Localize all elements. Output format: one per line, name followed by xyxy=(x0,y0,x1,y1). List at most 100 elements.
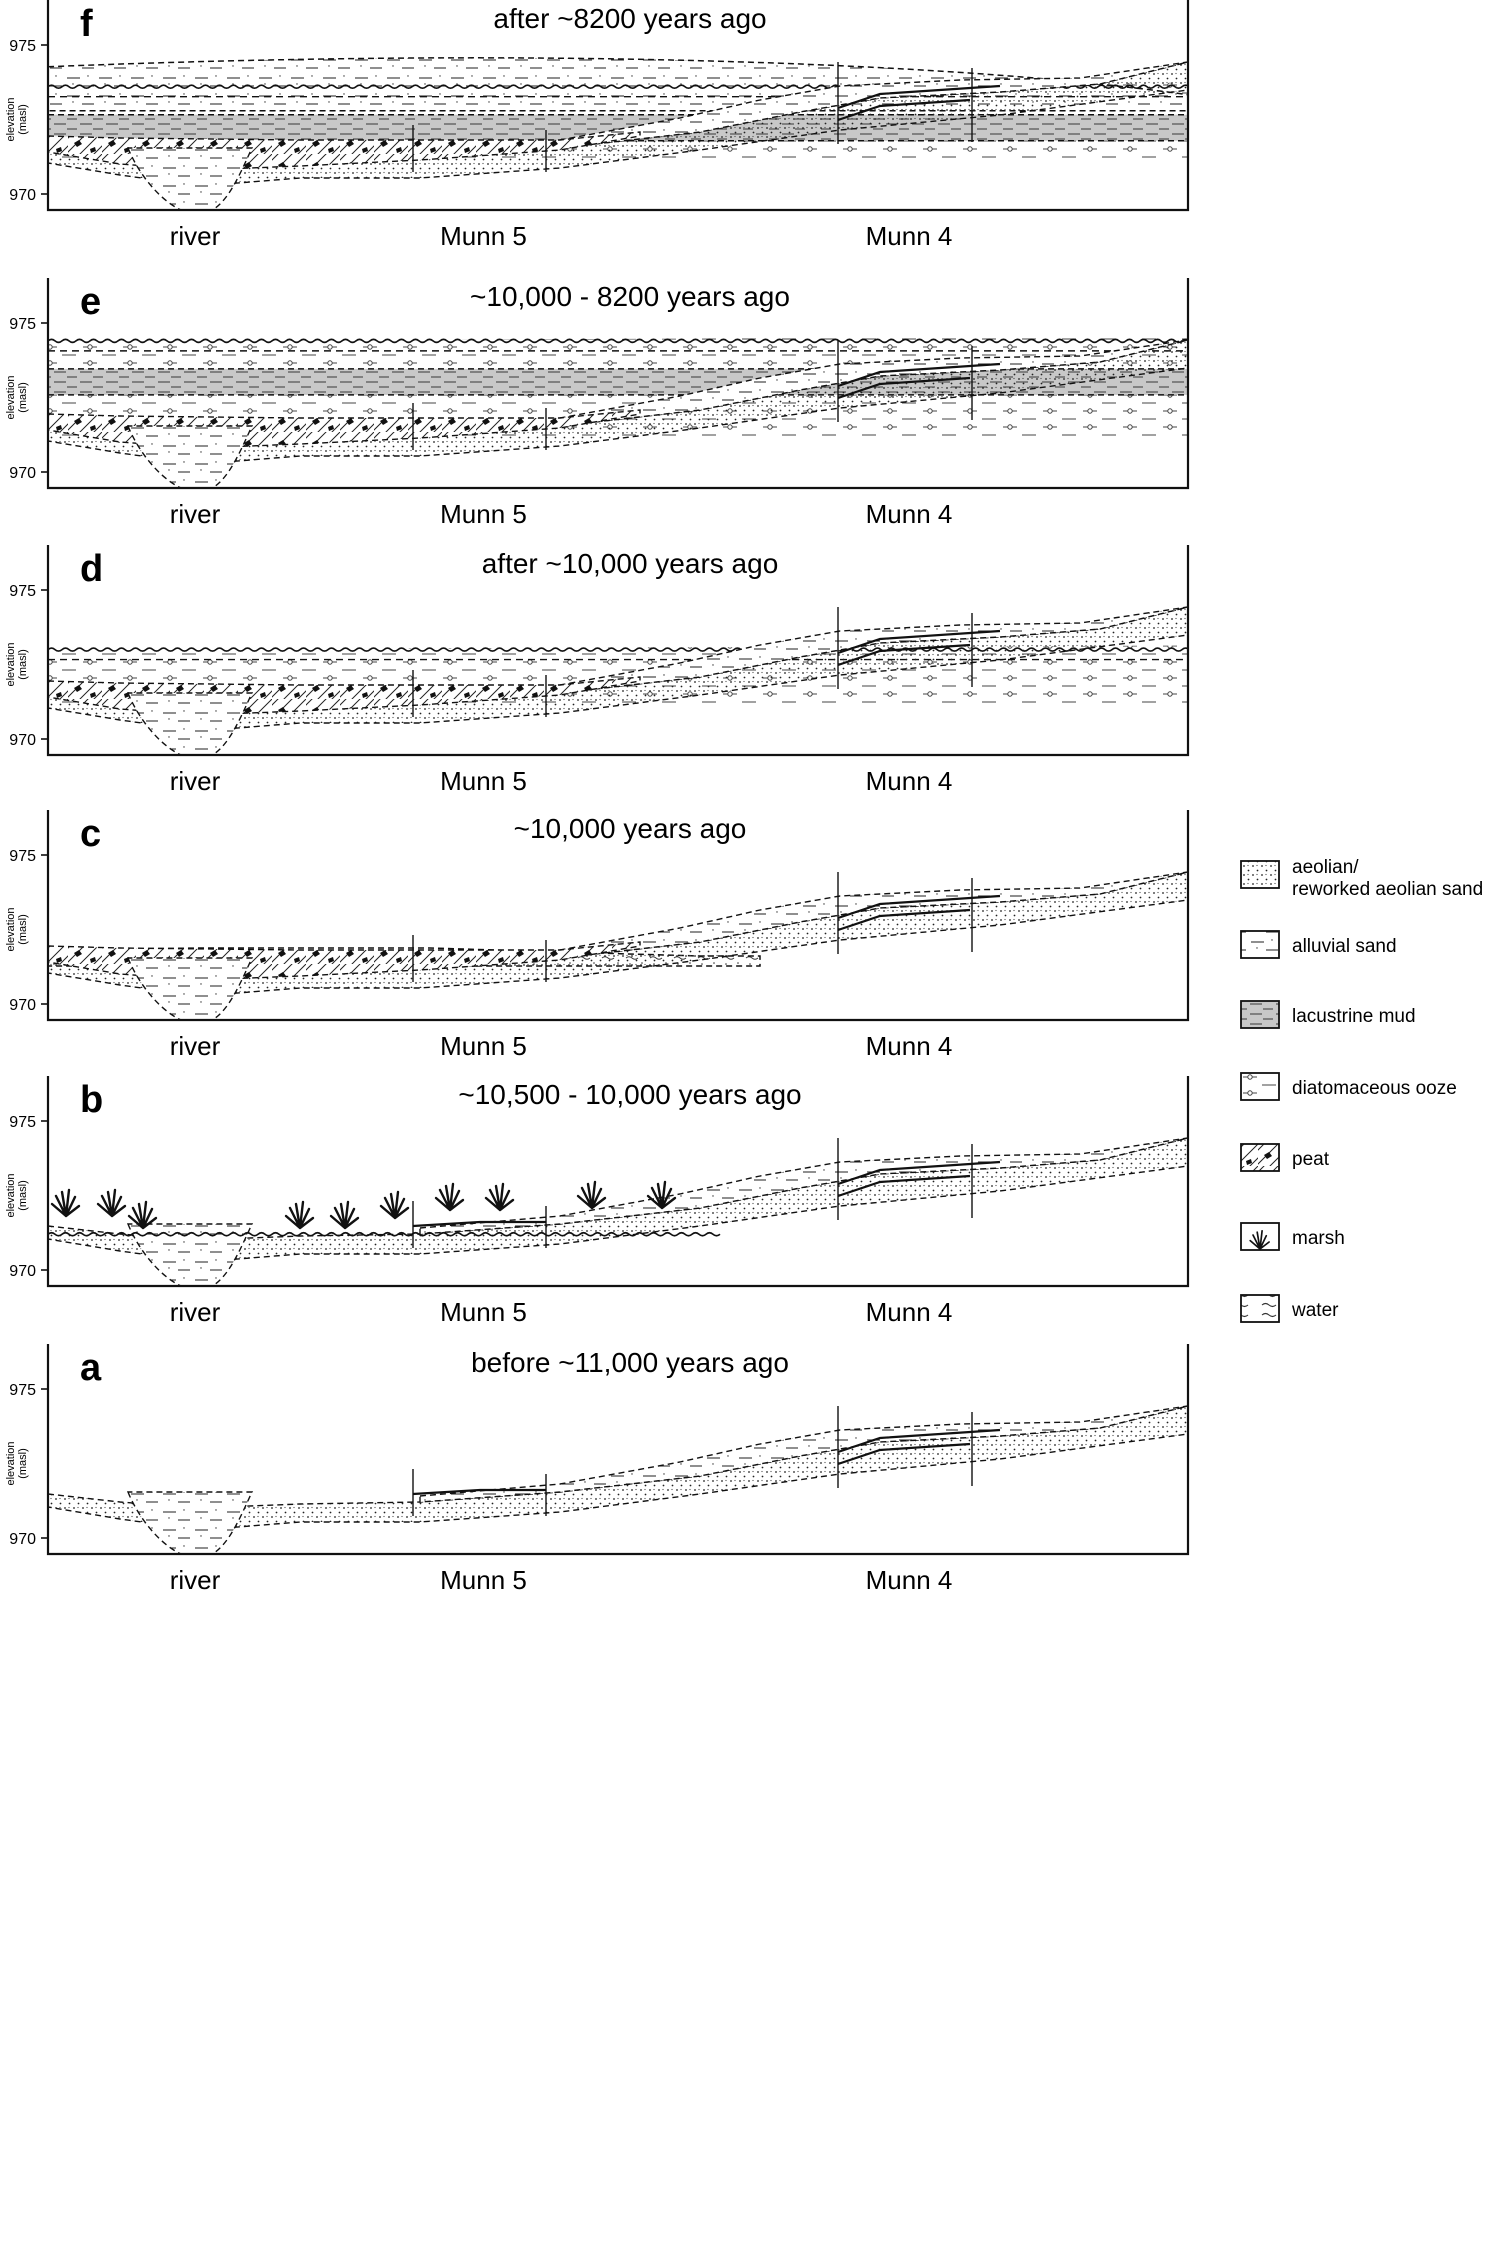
panel-letter: b xyxy=(80,1079,103,1121)
legend-item-mud: lacustrine mud xyxy=(1240,1000,1416,1029)
legend-item-marsh: marsh xyxy=(1240,1222,1345,1251)
site-label-munn4: Munn 4 xyxy=(866,1565,953,1595)
legend-item-alluvial: alluvial sand xyxy=(1240,930,1397,959)
panel-frame xyxy=(46,1344,1190,1556)
river-channel-fill xyxy=(126,692,254,755)
legend-label: alluvial sand xyxy=(1292,936,1397,957)
panel-frame xyxy=(46,278,1190,490)
panel-b: 975 970 elevation(masl) b ~10,500 - 10,000 y… xyxy=(5,1076,1190,1327)
y-axis-label: elevation(masl) xyxy=(5,1173,29,1217)
marsh-reed-icon xyxy=(379,1190,410,1220)
site-label-munn5: Munn 5 xyxy=(440,1565,527,1595)
marsh-reed-icon xyxy=(96,1188,127,1218)
legend-swatch-alluvial xyxy=(1240,930,1280,959)
legend-item-peat: peat xyxy=(1240,1143,1330,1172)
panel-title: ~10,500 - 10,000 years ago xyxy=(458,1079,801,1110)
munn5-contact xyxy=(412,1220,546,1228)
river-channel-fill xyxy=(126,1223,254,1286)
munn4-contact-upper xyxy=(837,894,1001,920)
panel-title: after ~10,000 years ago xyxy=(482,548,779,579)
site-label-munn4: Munn 4 xyxy=(866,1297,953,1327)
legend-label: diatomaceous ooze xyxy=(1292,1078,1457,1099)
panel-title: after ~8200 years ago xyxy=(493,3,766,34)
site-label-munn4: Munn 4 xyxy=(866,499,953,529)
legend-swatch-diatom xyxy=(1240,1072,1280,1101)
marsh-reed-icon xyxy=(434,1182,465,1212)
marsh-reed-icon xyxy=(50,1188,81,1218)
legend-label: aeolian/ xyxy=(1292,857,1359,878)
panel-f: 975 970 elevation(masl) f after ~8200 years … xyxy=(5,0,1190,251)
y-axis-label: elevation(masl) xyxy=(5,1441,29,1485)
river-channel-fill xyxy=(126,425,254,488)
panel-frame xyxy=(46,0,1190,212)
site-label-munn5: Munn 5 xyxy=(440,221,527,251)
river-channel-fill xyxy=(126,147,254,210)
site-label-munn5: Munn 5 xyxy=(440,766,527,796)
legend-label: lacustrine mud xyxy=(1292,1006,1416,1027)
munn4-contact-upper xyxy=(837,629,1001,655)
munn5-contact xyxy=(412,1488,546,1496)
marsh-reed-icon xyxy=(484,1182,515,1212)
site-label-munn4: Munn 4 xyxy=(866,1031,953,1061)
alluvial-sand-layer xyxy=(419,1137,1188,1235)
legend: aeolian/reworked aeolian sand alluvial sa… xyxy=(1240,857,1483,1323)
site-label-river: river xyxy=(170,499,221,529)
munn4-contact-lower xyxy=(837,376,971,400)
munn4-contact-lower xyxy=(837,1442,971,1466)
marsh-reed-icon xyxy=(329,1200,360,1230)
y-tick-label: 975 xyxy=(9,1114,36,1131)
y-tick-label: 975 xyxy=(9,848,36,865)
y-tick-label: 970 xyxy=(9,187,36,204)
site-label-river: river xyxy=(170,766,221,796)
marsh-water-line xyxy=(48,1231,721,1237)
panel-letter: c xyxy=(80,813,101,855)
y-axis-label: elevation(masl) xyxy=(5,642,29,686)
legend-item-aeolian: aeolian/reworked aeolian sand xyxy=(1240,857,1483,900)
y-tick-label: 975 xyxy=(9,316,36,333)
legend-swatch-mud xyxy=(1240,1000,1280,1029)
site-label-munn4: Munn 4 xyxy=(866,766,953,796)
legend-item-diatom: diatomaceous ooze xyxy=(1240,1072,1457,1101)
legend-label: marsh xyxy=(1292,1228,1345,1249)
site-label-river: river xyxy=(170,1031,221,1061)
y-tick-label: 975 xyxy=(9,1382,36,1399)
y-tick-label: 970 xyxy=(9,465,36,482)
legend-label-line2: reworked aeolian sand xyxy=(1292,879,1483,900)
legend-swatch-peat xyxy=(1240,1143,1280,1172)
panel-letter: e xyxy=(80,281,101,323)
y-tick-label: 970 xyxy=(9,997,36,1014)
munn4-contact-lower xyxy=(837,908,971,932)
munn4-contact-upper xyxy=(837,84,1001,110)
site-label-munn5: Munn 5 xyxy=(440,1031,527,1061)
site-label-munn5: Munn 5 xyxy=(440,1297,527,1327)
y-axis-label: elevation(masl) xyxy=(5,97,29,141)
panel-letter: a xyxy=(80,1347,102,1389)
legend-item-water: water xyxy=(1240,1294,1339,1323)
site-label-river: river xyxy=(170,1297,221,1327)
river-channel-fill xyxy=(126,957,254,1020)
panel-letter: d xyxy=(80,548,103,590)
panel-frame xyxy=(46,1076,1190,1288)
site-label-munn4: Munn 4 xyxy=(866,221,953,251)
panel-frame xyxy=(46,545,1190,757)
y-tick-label: 975 xyxy=(9,38,36,55)
munn4-contact-lower xyxy=(837,1174,971,1198)
panel-e: 975 970 elevation(masl) e ~10,000 - 8200 yea… xyxy=(5,278,1190,529)
site-label-river: river xyxy=(170,221,221,251)
y-tick-label: 970 xyxy=(9,732,36,749)
munn4-contact-lower xyxy=(837,643,971,667)
y-axis-label: elevation(masl) xyxy=(5,907,29,951)
site-label-munn5: Munn 5 xyxy=(440,499,527,529)
panel-frame xyxy=(46,810,1190,1022)
legend-swatch-aeolian xyxy=(1240,860,1280,889)
y-tick-label: 970 xyxy=(9,1531,36,1548)
water-surface-line xyxy=(48,338,1188,344)
panel-d: 975 970 elevation(masl) d after ~10,000 year… xyxy=(5,545,1190,796)
marsh-reed-icon xyxy=(284,1200,315,1230)
legend-label: peat xyxy=(1292,1149,1330,1170)
panel-title: before ~11,000 years ago xyxy=(471,1347,789,1378)
river-channel-fill xyxy=(126,1491,254,1554)
panel-title: ~10,000 years ago xyxy=(514,813,747,844)
alluvial-sand-layer xyxy=(419,1405,1188,1503)
